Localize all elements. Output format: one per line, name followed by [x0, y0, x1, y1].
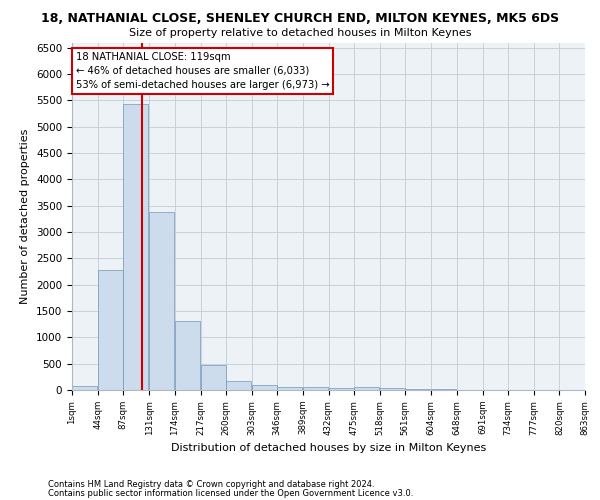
Text: Size of property relative to detached houses in Milton Keynes: Size of property relative to detached ho… — [129, 28, 471, 38]
Bar — [252, 385, 277, 390]
Bar — [354, 387, 379, 390]
Text: 18, NATHANIAL CLOSE, SHENLEY CHURCH END, MILTON KEYNES, MK5 6DS: 18, NATHANIAL CLOSE, SHENLEY CHURCH END,… — [41, 12, 559, 26]
Text: Contains public sector information licensed under the Open Government Licence v3: Contains public sector information licen… — [48, 488, 413, 498]
X-axis label: Distribution of detached houses by size in Milton Keynes: Distribution of detached houses by size … — [171, 443, 486, 453]
Bar — [72, 386, 97, 390]
Text: Contains HM Land Registry data © Crown copyright and database right 2024.: Contains HM Land Registry data © Crown c… — [48, 480, 374, 489]
Bar — [123, 104, 148, 390]
Bar — [226, 382, 251, 390]
Bar — [329, 388, 353, 390]
Bar — [175, 321, 200, 390]
Bar — [303, 388, 328, 390]
Bar — [405, 389, 430, 390]
Bar — [277, 386, 302, 390]
Text: 18 NATHANIAL CLOSE: 119sqm
← 46% of detached houses are smaller (6,033)
53% of s: 18 NATHANIAL CLOSE: 119sqm ← 46% of deta… — [76, 52, 329, 90]
Y-axis label: Number of detached properties: Number of detached properties — [20, 128, 31, 304]
Bar — [380, 388, 405, 390]
Bar — [149, 212, 175, 390]
Bar — [200, 364, 226, 390]
Bar — [98, 270, 123, 390]
